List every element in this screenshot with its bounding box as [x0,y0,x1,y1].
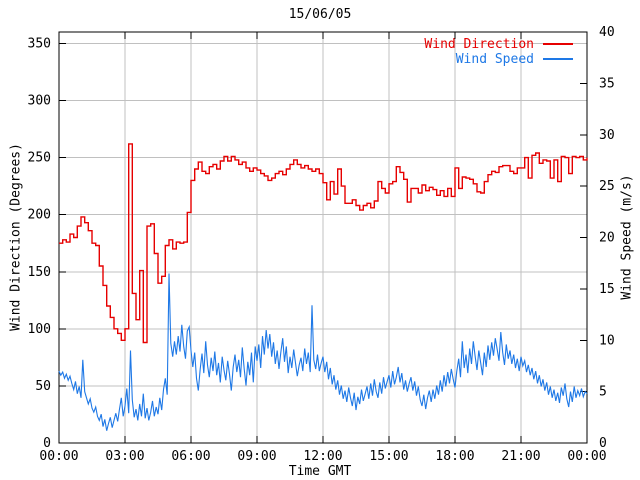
y-axis-label-left: Wind Direction (Degrees) [8,143,24,331]
chart-title: 15/06/05 [288,7,352,22]
y-tick-label-left: 50 [35,379,51,394]
x-tick-label: 09:00 [237,449,276,464]
legend-entry-wind-speed: Wind Speed [424,51,573,67]
x-tick-label: 21:00 [501,449,540,464]
legend-label-wind-speed: Wind Speed [455,51,534,67]
legend-entry-wind-direction: Wind Direction [424,36,573,52]
x-tick-label: 12:00 [303,449,342,464]
y-axis-label-right: Wind Speed (m/s) [619,174,635,300]
y-tick-label-left: 150 [28,265,51,280]
y-tick-label-left: 250 [28,151,51,166]
y-tick-label-right: 0 [599,436,607,451]
y-tick-label-right: 30 [599,128,615,143]
y-tick-label-left: 200 [28,208,51,223]
legend-label-wind-direction: Wind Direction [424,36,534,52]
y-tick-label-right: 25 [599,179,615,194]
x-tick-label: 00:00 [567,449,606,464]
y-tick-label-right: 35 [599,76,615,91]
x-tick-label: 06:00 [171,449,210,464]
y-tick-label-left: 300 [28,94,51,109]
y-tick-label-right: 10 [599,333,615,348]
x-axis-label: Time GMT [288,464,352,479]
x-tick-label: 00:00 [39,449,78,464]
legend-line-sample-wind-speed [543,58,573,60]
y-tick-label-right: 5 [599,385,607,400]
y-tick-label-right: 40 [599,25,615,40]
y-tick-label-left: 0 [43,436,51,451]
y-tick-label-right: 20 [599,231,615,246]
x-tick-label: 03:00 [105,449,144,464]
x-tick-label: 15:00 [369,449,408,464]
y-tick-label-right: 15 [599,282,615,297]
x-tick-label: 18:00 [435,449,474,464]
legend-line-sample-wind-direction [543,43,573,45]
series-wind-speed [58,273,588,431]
y-tick-label-left: 100 [28,322,51,337]
legend: Wind Direction Wind Speed [424,36,573,67]
series-wind-direction [59,143,588,344]
y-tick-label-left: 350 [28,36,51,51]
